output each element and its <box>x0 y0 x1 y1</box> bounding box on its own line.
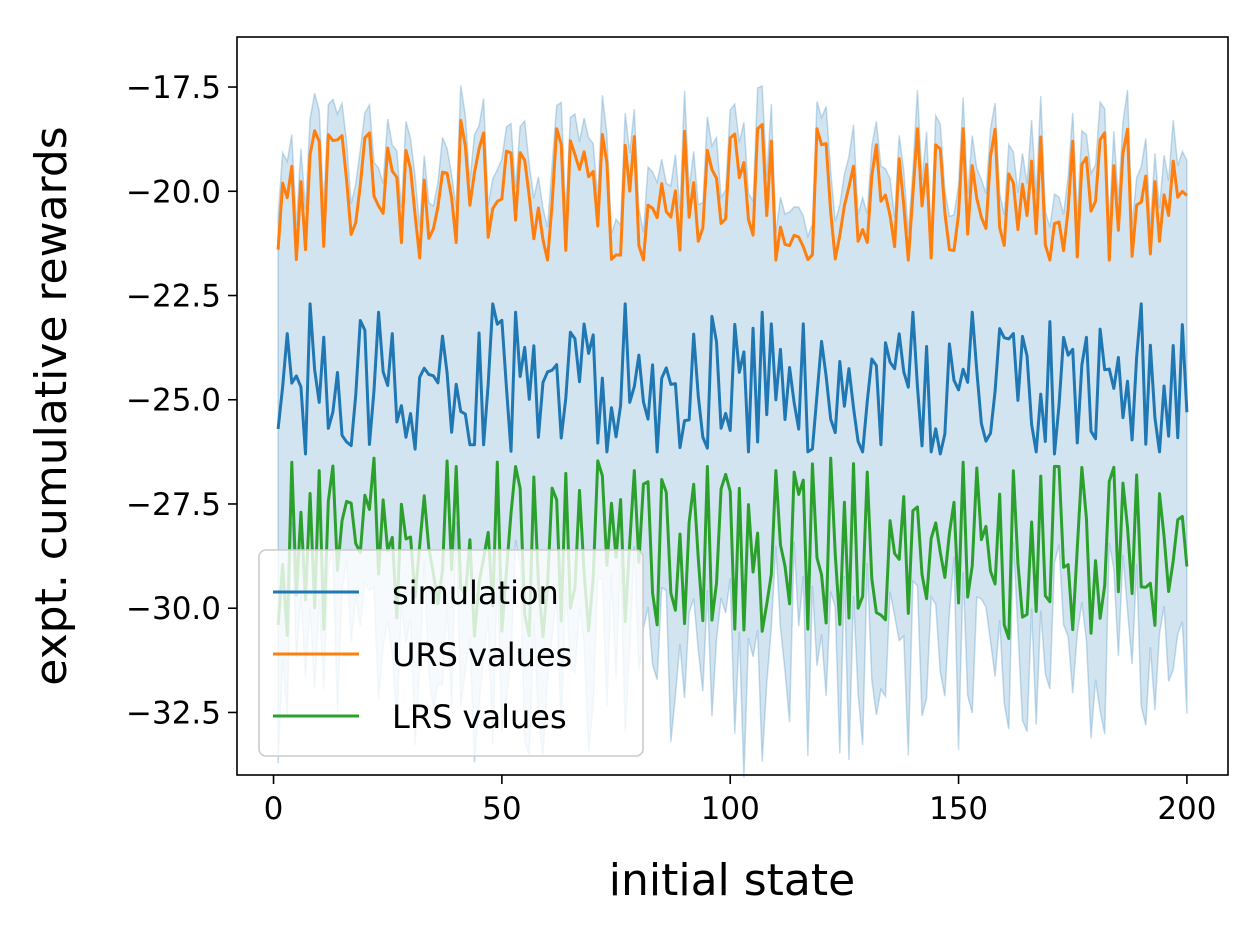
y-tick-label: −30.0 <box>126 591 221 627</box>
x-tick-label: 0 <box>264 791 284 827</box>
legend-label-urs-values: URS values <box>392 636 572 674</box>
y-tick-label: −22.5 <box>126 279 221 315</box>
x-tick-label: 50 <box>482 791 521 827</box>
series-line-simulation <box>276 302 1189 456</box>
legend: simulation URS values LRS values <box>258 549 644 757</box>
y-tick-label: −25.0 <box>126 383 221 419</box>
y-axis-ticks: −32.5 −30.0 −27.5 −25.0 −22.5 −20.0 −17.5 <box>126 70 237 731</box>
y-axis-title: expt. cumulative rewards <box>26 126 77 685</box>
y-tick-label: −17.5 <box>126 70 221 106</box>
x-tick-label: 150 <box>929 791 988 827</box>
y-tick-label: −20.0 <box>126 174 221 210</box>
y-tick-label: −27.5 <box>126 487 221 523</box>
x-tick-label: 200 <box>1157 791 1216 827</box>
series-line-urs-values <box>276 118 1188 262</box>
y-tick-label: −32.5 <box>126 695 221 731</box>
legend-box <box>258 549 644 757</box>
plot-frame <box>236 36 1229 776</box>
legend-label-simulation: simulation <box>392 574 559 612</box>
x-axis-ticks: 0 50 100 150 200 <box>264 775 1216 827</box>
x-axis-title: initial state <box>609 855 855 906</box>
x-tick-label: 100 <box>701 791 760 827</box>
legend-label-lrs-values: LRS values <box>392 698 567 736</box>
